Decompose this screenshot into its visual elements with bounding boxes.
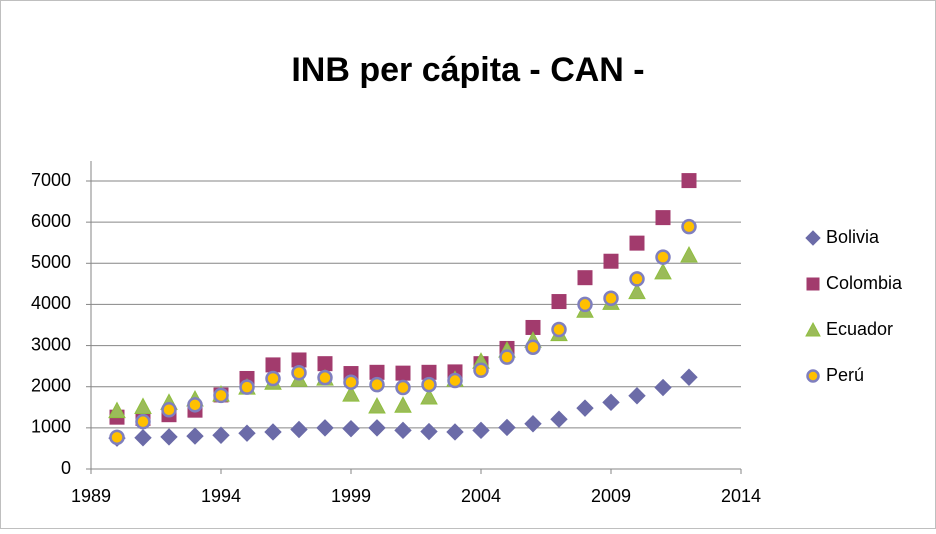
- x-tick-label: 1989: [71, 486, 111, 506]
- circle-point: [369, 376, 385, 393]
- square-point: [577, 270, 593, 286]
- square-point: [681, 173, 697, 189]
- diamond-point: [602, 393, 620, 412]
- circle-point: [421, 376, 437, 393]
- y-tick-label: 4000: [31, 293, 71, 313]
- circle-point: [629, 271, 645, 287]
- triangle-point: [420, 387, 438, 405]
- triangle-point: [394, 396, 412, 413]
- diamond-point: [160, 428, 178, 446]
- y-tick-label: 0: [61, 458, 71, 478]
- triangle-point: [342, 385, 360, 402]
- circle-point: [343, 374, 359, 390]
- x-tick-label: 2014: [721, 486, 761, 506]
- circle-point: [603, 290, 619, 307]
- diamond-point: [368, 419, 386, 437]
- diamond-point: [394, 421, 412, 440]
- diamond-point: [186, 427, 204, 445]
- diamond-point: [212, 426, 230, 444]
- circle-point: [291, 364, 307, 381]
- circle-point: [317, 369, 333, 386]
- diamond-point: [264, 423, 282, 441]
- triangle-point: [805, 321, 821, 337]
- square-point: [395, 365, 411, 381]
- circle-point: [681, 218, 697, 235]
- x-tick-label: 2009: [591, 486, 631, 506]
- circle-point: [473, 362, 489, 379]
- diamond-point: [238, 424, 256, 442]
- circle-point: [239, 379, 255, 395]
- diamond-point: [550, 410, 568, 428]
- square-point: [629, 235, 645, 251]
- diamond-point: [628, 387, 646, 405]
- circle-point: [806, 369, 820, 383]
- circle-point: [135, 413, 151, 430]
- diamond-point: [134, 429, 152, 447]
- legend-label: Ecuador: [826, 319, 893, 339]
- diamond-point: [498, 418, 516, 437]
- diamond-point: [654, 378, 672, 397]
- triangle-point: [108, 401, 126, 419]
- chart-title: INB per cápita - CAN -: [291, 51, 644, 89]
- square-point: [603, 253, 619, 269]
- square-point: [655, 210, 671, 226]
- diamond-point: [680, 368, 698, 386]
- triangle-point: [628, 282, 646, 300]
- legend-label: Colombia: [826, 273, 903, 293]
- diamond-point: [805, 230, 821, 246]
- y-tick-label: 2000: [31, 375, 71, 395]
- circle-point: [109, 429, 125, 446]
- circle-point: [655, 249, 671, 265]
- diamond-point: [342, 419, 360, 438]
- square-point: [317, 356, 333, 372]
- square-point: [291, 352, 307, 368]
- y-tick-label: 3000: [31, 334, 71, 354]
- diamond-point: [472, 421, 490, 440]
- circle-point: [213, 387, 229, 404]
- circle-point: [551, 321, 567, 338]
- circle-point: [577, 296, 593, 313]
- legend-label: Bolivia: [826, 227, 880, 247]
- diamond-point: [446, 423, 464, 441]
- square-point: [551, 294, 567, 310]
- circle-point: [395, 379, 411, 396]
- x-tick-label: 1994: [201, 486, 241, 506]
- square-point: [806, 277, 820, 291]
- x-tick-label: 1999: [331, 486, 371, 506]
- diamond-point: [316, 419, 334, 437]
- circle-point: [265, 370, 281, 387]
- circle-point: [447, 372, 463, 389]
- y-tick-label: 7000: [31, 170, 71, 190]
- circle-point: [187, 397, 203, 413]
- circle-point: [499, 349, 515, 365]
- diamond-point: [290, 420, 308, 439]
- square-point: [265, 357, 281, 373]
- y-tick-label: 5000: [31, 252, 71, 272]
- triangle-point: [654, 262, 672, 280]
- diamond-point: [576, 399, 594, 417]
- y-tick-label: 1000: [31, 417, 71, 437]
- circle-point: [161, 402, 177, 418]
- triangle-point: [134, 397, 152, 414]
- legend-label: Perú: [826, 365, 864, 385]
- diamond-point: [420, 422, 438, 441]
- triangle-point: [368, 396, 386, 414]
- x-tick-label: 2004: [461, 486, 501, 506]
- triangle-point: [680, 245, 698, 263]
- diamond-point: [524, 415, 542, 433]
- circle-point: [525, 339, 541, 355]
- y-tick-label: 6000: [31, 211, 71, 231]
